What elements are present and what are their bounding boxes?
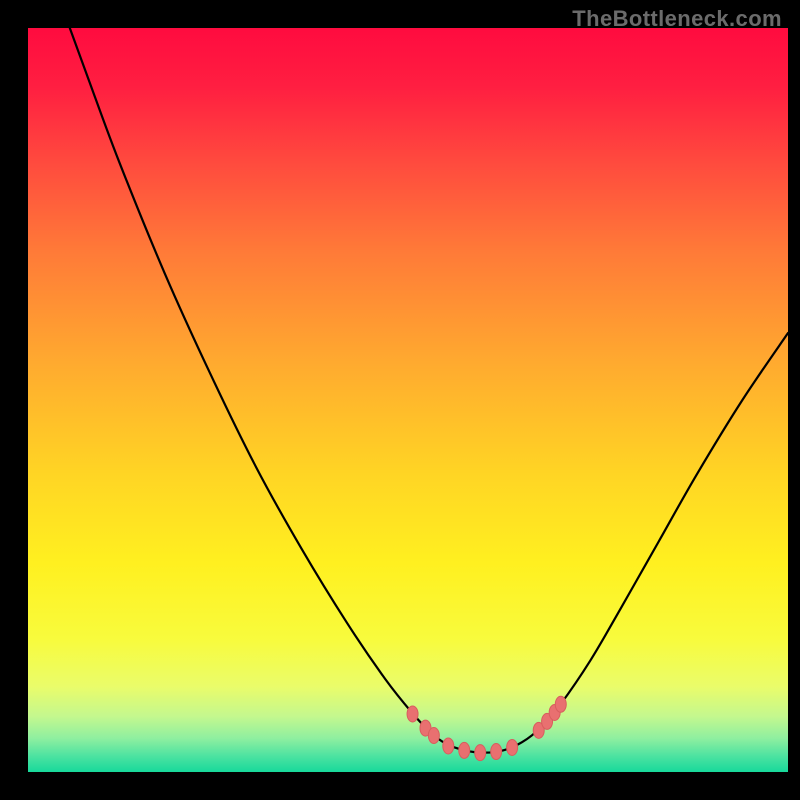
curve-marker (407, 706, 418, 722)
curve-marker (491, 744, 502, 760)
watermark-text: TheBottleneck.com (572, 6, 782, 32)
curve-marker (443, 738, 454, 754)
curve-marker (507, 739, 518, 755)
curve-marker (475, 745, 486, 761)
chart-canvas (0, 0, 800, 800)
curve-marker (428, 728, 439, 744)
curve-marker (555, 696, 566, 712)
curve-marker (459, 742, 470, 758)
plot-background (28, 28, 788, 772)
